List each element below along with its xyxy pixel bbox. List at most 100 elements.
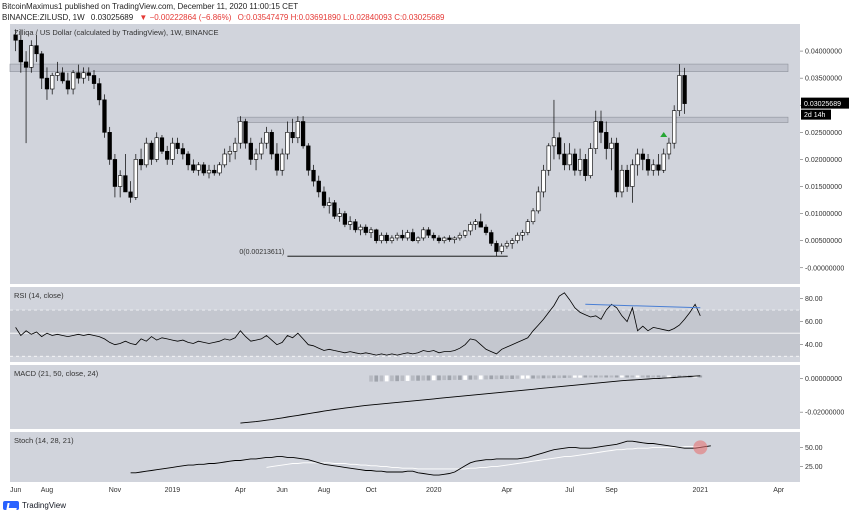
candle-body	[253, 153, 259, 160]
macd-histogram-bar	[552, 375, 556, 379]
macd-histogram-bar	[384, 375, 389, 382]
ticker-symbol: BINANCE:ZILUSD, 1W	[2, 13, 85, 22]
macd-histogram-bar	[452, 375, 457, 380]
macd-histogram-bar	[672, 375, 677, 378]
price-change: ▼ −0.00222864 (−6.86%)	[139, 13, 232, 22]
candle-body	[29, 45, 34, 68]
tradingview-logo[interactable]: TradingView	[3, 499, 66, 511]
candle-body	[530, 210, 536, 223]
x-tick-label: 2019	[165, 487, 181, 494]
candle-body	[436, 237, 442, 241]
candle-body	[536, 191, 541, 212]
candle-body	[625, 169, 630, 187]
macd-histogram-bar	[520, 375, 525, 379]
macd-histogram-bar	[437, 375, 441, 381]
candle-body	[50, 75, 55, 90]
candle-body	[154, 137, 159, 160]
candle-body	[415, 237, 421, 241]
candle-body	[86, 72, 91, 76]
macd-histogram-bar	[499, 375, 504, 379]
macd-histogram-bar	[478, 375, 483, 380]
macd-histogram-bar	[562, 375, 567, 378]
candle-body	[44, 77, 50, 90]
macd-histogram-bar	[573, 375, 577, 378]
stoch-d-line	[266, 446, 701, 470]
candle-body	[588, 148, 593, 176]
candle-body	[400, 234, 405, 239]
candle-body	[682, 75, 687, 104]
last-price-badge	[801, 97, 849, 109]
candle-body	[316, 180, 321, 193]
x-tick-label: Oct	[366, 487, 377, 494]
candle-body	[60, 72, 65, 82]
macd-histogram-bar	[458, 375, 462, 380]
candle-body	[76, 72, 81, 79]
x-tick-label: Nov	[109, 487, 122, 494]
candle-body	[457, 234, 463, 239]
y-tick-label: 0.00500000	[805, 238, 842, 245]
macd-histogram-bar	[698, 375, 703, 378]
candle-body	[619, 169, 625, 193]
ohlc-values: O:0.03547479 H:0.03691890 L:0.02840093 C…	[237, 13, 445, 22]
macd-histogram-bar	[567, 375, 572, 378]
macd-histogram-bar	[635, 375, 640, 378]
candle-body	[421, 229, 426, 239]
candle-body	[13, 34, 18, 41]
candle-body	[572, 153, 577, 171]
candle-body	[337, 213, 342, 217]
candle-body	[609, 142, 614, 149]
candle-body	[661, 153, 666, 171]
candle-body	[118, 175, 123, 187]
stoch-pane-title: Stoch (14, 28, 21)	[14, 436, 74, 445]
candle-body	[185, 153, 191, 166]
candle-body	[389, 237, 395, 241]
macd-histogram-bar	[463, 375, 467, 380]
macd-histogram-bar	[447, 375, 452, 381]
macd-histogram-bar	[510, 375, 514, 379]
macd-histogram-bar	[505, 375, 509, 379]
x-tick-label: Apr	[235, 487, 247, 494]
macd-histogram-bar	[614, 375, 619, 378]
candle-body	[128, 191, 133, 198]
y-tick-label: 60.00	[805, 319, 823, 326]
candle-body	[70, 72, 76, 90]
candle-body	[541, 169, 546, 193]
candle-body	[138, 159, 144, 166]
candle-body	[630, 164, 635, 187]
macd-histogram-bar	[651, 375, 656, 378]
candle-body	[165, 150, 170, 160]
macd-histogram-bar	[484, 375, 488, 380]
candle-body	[342, 213, 348, 225]
y-tick-label: 0.03500000	[805, 76, 842, 83]
candle-body	[510, 240, 515, 244]
macd-histogram-bar	[489, 375, 494, 380]
ticker-line: BINANCE:ZILUSD, 1W 0.03025689 ▼ −0.00222…	[2, 13, 445, 22]
candle-body	[374, 229, 379, 241]
y-tick-label: 0.02000000	[805, 157, 842, 164]
candle-body	[462, 230, 468, 236]
candle-body	[327, 202, 332, 206]
rsi-divergence-line	[585, 303, 701, 309]
candle-body	[264, 132, 269, 144]
tradingview-brand-text: TradingView	[22, 500, 67, 510]
price-pane-title: Zilliqa / US Dollar (calculated by Tradi…	[14, 28, 219, 37]
x-tick-label: Apr	[501, 487, 513, 494]
candle-body	[395, 234, 400, 239]
candle-body	[515, 234, 520, 241]
macd-histogram-bar	[661, 375, 666, 378]
candle-body	[243, 121, 248, 144]
candle-body	[593, 121, 598, 149]
candle-body	[274, 153, 280, 171]
macd-histogram-bar	[620, 375, 624, 378]
macd-histogram-bar	[630, 375, 635, 378]
macd-histogram-bar	[593, 375, 598, 378]
candle-body	[347, 221, 353, 225]
x-tick-label: Sep	[605, 487, 618, 494]
candle-body	[577, 159, 583, 171]
macd-histogram-bar	[609, 375, 614, 378]
macd-histogram-bar	[677, 375, 682, 378]
candle-body	[520, 232, 525, 236]
macd-histogram-bar	[599, 375, 603, 378]
candle-body	[410, 232, 415, 241]
